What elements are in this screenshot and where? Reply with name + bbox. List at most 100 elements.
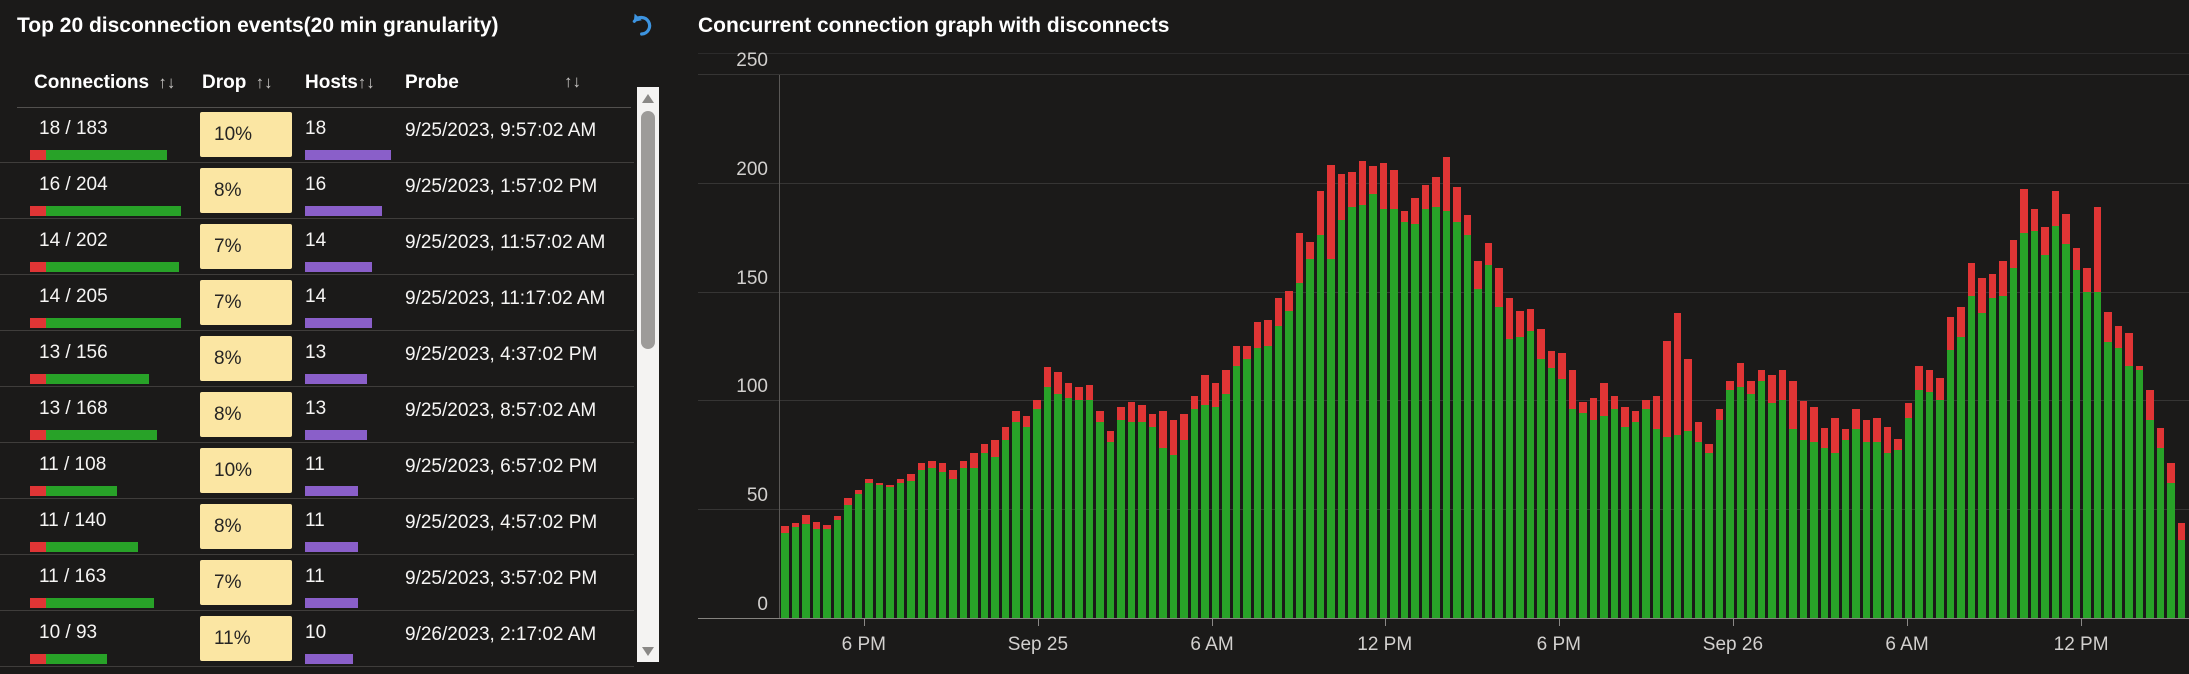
- connected-segment: [1999, 296, 2007, 618]
- stacked-bar: [1106, 431, 1114, 618]
- disconnect-segment: [1505, 298, 1513, 339]
- connected-segment: [1705, 453, 1713, 618]
- disconnect-segment: [1925, 370, 1933, 392]
- stacked-bar: [1705, 444, 1713, 618]
- connected-segment: [1201, 405, 1209, 618]
- stacked-bar: [2104, 312, 2112, 618]
- stacked-bar: [2135, 366, 2143, 618]
- column-header-connections[interactable]: Connections ↑↓: [34, 72, 175, 94]
- table-row[interactable]: 13 / 168 8% 13 9/25/2023, 8:57:02 AM: [0, 387, 634, 443]
- sort-icon-hosts[interactable]: ↑↓: [357, 73, 375, 92]
- undo-icon[interactable]: [625, 8, 657, 40]
- table-row[interactable]: 11 / 140 8% 11 9/25/2023, 4:57:02 PM: [0, 499, 634, 555]
- disconnect-segment: [1915, 366, 1923, 390]
- table-row[interactable]: 11 / 163 7% 11 9/25/2023, 3:57:02 PM: [0, 555, 634, 611]
- connected-segment: [823, 529, 831, 618]
- disconnect-segment: [781, 526, 789, 533]
- connected-segment: [1474, 289, 1482, 618]
- connected-segment: [1988, 298, 1996, 618]
- drop-bar-segment: [30, 374, 46, 384]
- connected-segment: [1736, 387, 1744, 618]
- connected-segment: [1222, 394, 1230, 618]
- table-scrollbar[interactable]: [637, 87, 659, 662]
- stacked-bar: [1075, 387, 1083, 618]
- probe-timestamp: 9/25/2023, 9:57:02 AM: [405, 120, 597, 141]
- hosts-bar: [305, 486, 358, 496]
- x-tick-mark-3: [1384, 618, 1386, 626]
- column-header-probe[interactable]: Probe: [405, 72, 459, 94]
- connections-bar: [30, 598, 154, 608]
- scrollbar-down-button[interactable]: [637, 642, 659, 660]
- disconnect-segment: [1169, 420, 1177, 455]
- sort-icon-drop[interactable]: ↑↓: [255, 73, 273, 92]
- disconnect-segment: [907, 474, 915, 481]
- chart-bars: [781, 74, 2185, 618]
- stacked-bar: [1736, 363, 1744, 618]
- connected-segment: [1306, 259, 1314, 618]
- connected-segment: [1600, 416, 1608, 618]
- stacked-bar: [1610, 396, 1618, 618]
- stacked-bar: [1169, 420, 1177, 618]
- table-row[interactable]: 11 / 108 10% 11 9/25/2023, 6:57:02 PM: [0, 443, 634, 499]
- scrollbar-up-button[interactable]: [637, 89, 659, 107]
- x-tick-mark-7: [2081, 618, 2083, 626]
- sort-icon-probe[interactable]: ↑↓: [564, 72, 581, 91]
- stacked-bar: [1852, 409, 1860, 618]
- stacked-bar: [1925, 370, 1933, 618]
- connected-segment: [1442, 211, 1450, 618]
- disconnect-segment: [1673, 313, 1681, 435]
- connected-bar-segment: [46, 654, 107, 664]
- connected-bar-segment: [46, 318, 181, 328]
- sort-icon-connections[interactable]: ↑↓: [158, 73, 176, 92]
- connected-segment: [1379, 209, 1387, 618]
- disconnect-segment: [917, 463, 925, 470]
- connected-segment: [1568, 409, 1576, 618]
- x-tick-mark-4: [1558, 618, 1560, 626]
- disconnect-segment: [1432, 177, 1440, 207]
- connected-segment: [1369, 194, 1377, 618]
- connected-segment: [1873, 442, 1881, 618]
- x-tick-label-5: Sep 26: [1702, 634, 1764, 655]
- connections-bar: [30, 430, 157, 440]
- stacked-bar: [1915, 366, 1923, 618]
- hosts-value: 18: [305, 118, 327, 139]
- column-header-hosts[interactable]: Hosts↑↓: [305, 72, 375, 94]
- drop-badge: 7%: [200, 280, 292, 325]
- connected-bar-segment: [46, 150, 167, 160]
- stacked-bar: [1810, 407, 1818, 618]
- disconnect-segment: [1096, 411, 1104, 422]
- table-row[interactable]: 14 / 205 7% 14 9/25/2023, 11:17:02 AM: [0, 275, 634, 331]
- stacked-bar: [917, 463, 925, 618]
- table-row[interactable]: 18 / 183 10% 18 9/25/2023, 9:57:02 AM: [0, 107, 634, 163]
- column-header-drop[interactable]: Drop ↑↓: [202, 72, 273, 94]
- disconnect-segment: [1463, 215, 1471, 235]
- connected-segment: [1148, 427, 1156, 618]
- hosts-bar: [305, 262, 372, 272]
- stacked-bar: [1988, 274, 1996, 618]
- hosts-value: 16: [305, 174, 327, 195]
- disconnect-segment: [1768, 375, 1776, 403]
- disconnect-segment: [1369, 166, 1377, 194]
- disconnect-segment: [896, 479, 904, 483]
- connections-value: 10 / 93: [39, 622, 98, 643]
- probe-timestamp: 9/25/2023, 8:57:02 AM: [405, 400, 597, 421]
- table-row[interactable]: 13 / 156 8% 13 9/25/2023, 4:37:02 PM: [0, 331, 634, 387]
- stacked-bar: [1316, 191, 1324, 618]
- connected-segment: [1726, 390, 1734, 618]
- disconnect-segment: [2009, 240, 2017, 268]
- hosts-bar: [305, 150, 391, 160]
- disconnect-segment: [1852, 409, 1860, 429]
- stacked-bar: [1285, 291, 1293, 618]
- table-row[interactable]: 14 / 202 7% 14 9/25/2023, 11:57:02 AM: [0, 219, 634, 275]
- stacked-bar: [1232, 346, 1240, 618]
- probe-timestamp: 9/25/2023, 11:57:02 AM: [405, 232, 606, 253]
- disconnect-segment: [1789, 381, 1797, 429]
- column-header-probe-label: Probe: [405, 72, 459, 93]
- stacked-bar: [1516, 311, 1524, 618]
- table-row[interactable]: 10 / 93 11% 10 9/26/2023, 2:17:02 AM: [0, 611, 634, 667]
- x-tick-label-2: 6 AM: [1190, 634, 1234, 655]
- table-row[interactable]: 16 / 204 8% 16 9/25/2023, 1:57:02 PM: [0, 163, 634, 219]
- connected-segment: [1862, 442, 1870, 618]
- scrollbar-thumb[interactable]: [641, 111, 655, 349]
